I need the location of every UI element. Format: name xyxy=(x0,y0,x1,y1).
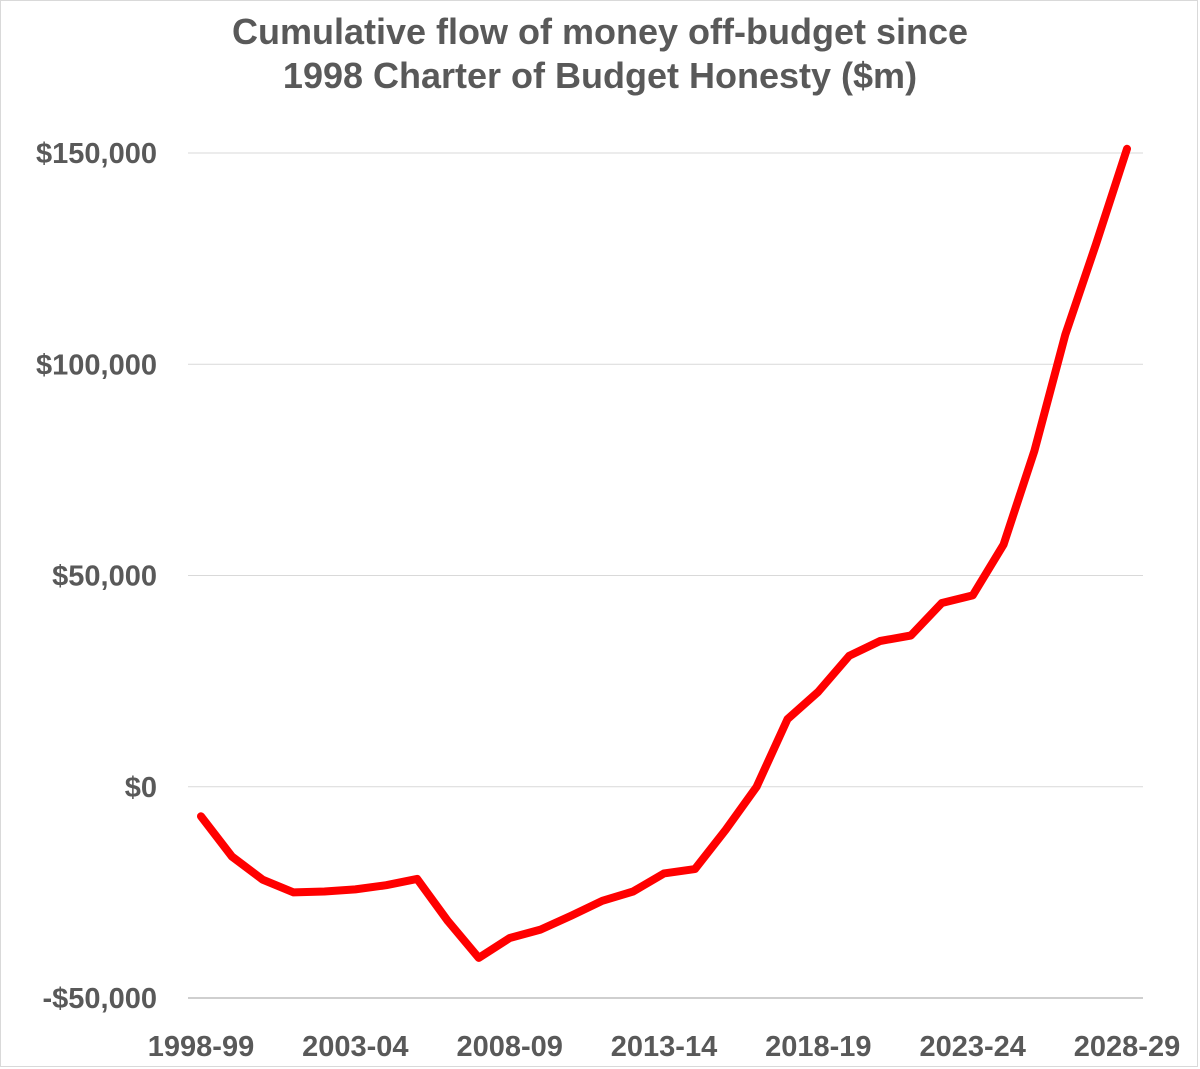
x-tick-label: 2028-29 xyxy=(1074,1031,1180,1063)
x-tick-label: 2023-24 xyxy=(919,1031,1025,1063)
y-tick-label: $100,000 xyxy=(36,349,157,381)
chart-title: Cumulative flow of money off-budget sinc… xyxy=(0,10,1200,98)
y-tick-label: $0 xyxy=(125,772,157,804)
series-layer xyxy=(197,144,1131,962)
y-tick-label: $150,000 xyxy=(36,138,157,170)
x-tick-label: 2003-04 xyxy=(302,1031,408,1063)
y-tick-label: -$50,000 xyxy=(43,983,158,1015)
chart-title-line-1: Cumulative flow of money off-budget sinc… xyxy=(231,11,969,52)
x-axis-tick-labels: 1998-99 2003-04 2008-09 2013-14 2018-19 2023-… xyxy=(148,1031,1180,1063)
x-tick-label: 2013-14 xyxy=(611,1031,717,1063)
x-tick-label: 1998-99 xyxy=(148,1031,254,1063)
series-line xyxy=(197,144,1131,962)
x-tick-label: 2018-19 xyxy=(765,1031,871,1063)
y-tick-label: $50,000 xyxy=(52,561,157,593)
chart-title-line-2: 1998 Charter of Budget Honesty ($m) xyxy=(282,55,918,96)
x-tick-label: 2008-09 xyxy=(456,1031,562,1063)
y-axis-tick-labels: -$50,000 $0 $50,000 $100,000 $150,000 xyxy=(36,138,157,1015)
